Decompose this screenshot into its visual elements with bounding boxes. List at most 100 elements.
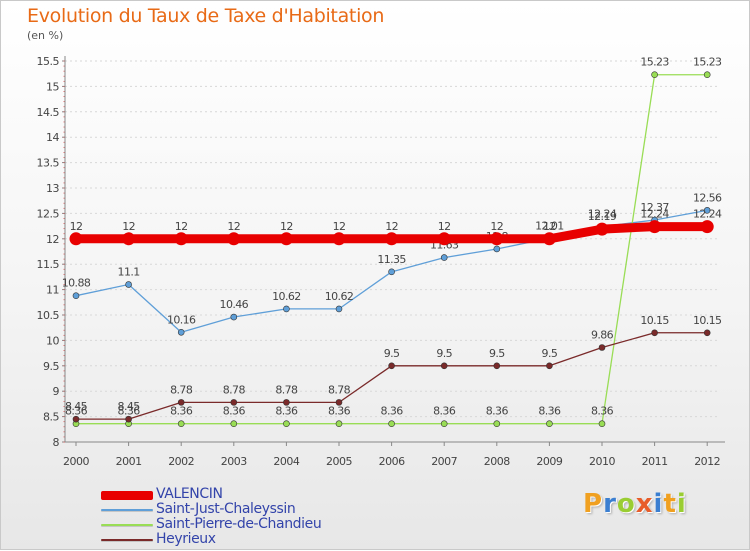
x-tick-label: 2006 <box>379 455 405 468</box>
data-point <box>595 222 609 236</box>
data-label: 12.56 <box>693 191 722 204</box>
data-label: 10.46 <box>220 298 249 311</box>
data-point <box>703 207 711 214</box>
data-point <box>546 362 553 370</box>
data-point <box>490 232 504 246</box>
logo-letter: r <box>603 489 617 519</box>
legend-swatch <box>101 509 153 511</box>
data-label: 12 <box>543 220 556 233</box>
series-saint-pierre-de-chandieu: 8.36 8.36 8.36 8.36 8.36 8.36 8.36 8.36 8.36 8.36… <box>65 56 723 428</box>
logo-letter: o <box>616 489 636 519</box>
data-point <box>177 328 185 336</box>
data-point <box>388 268 395 276</box>
data-label: 11.35 <box>377 253 406 266</box>
y-tick-label: 9.5 <box>43 360 59 373</box>
x-tick-label: 2012 <box>694 455 720 468</box>
y-tick-label: 8.5 <box>43 411 59 424</box>
logo-letter: x <box>635 489 654 519</box>
chart-title: Evolution du Taux de Taxe d'Habitation <box>27 5 385 27</box>
data-point <box>440 362 448 370</box>
legend-swatch <box>101 539 153 541</box>
data-label: 12.01 <box>535 219 564 232</box>
data-label: 12.24 <box>693 208 722 221</box>
data-label: 12.24 <box>588 208 617 221</box>
x-tick-label: 2010 <box>589 455 615 468</box>
series-line <box>75 74 708 425</box>
data-label: 9.86 <box>591 329 614 342</box>
data-point <box>703 329 711 337</box>
data-label: 12 <box>122 220 135 233</box>
data-point <box>174 232 188 246</box>
data-label: 12.19 <box>588 210 617 223</box>
data-point <box>648 220 662 234</box>
data-point <box>493 420 501 428</box>
data-point <box>388 362 395 370</box>
x-tick-label: 2004 <box>273 455 299 468</box>
data-point <box>335 399 343 406</box>
proxiti-logo: Proxiti <box>583 489 687 519</box>
y-tick-label: 13 <box>46 182 59 195</box>
data-point <box>69 232 83 246</box>
x-tick-label: 2005 <box>326 455 352 468</box>
data-label: 8.36 <box>328 405 351 418</box>
data-point <box>598 344 606 351</box>
x-tick-label: 2011 <box>642 455 668 468</box>
data-label: 10.15 <box>640 314 669 327</box>
data-point <box>283 305 290 313</box>
data-label: 8.36 <box>118 405 141 418</box>
data-label: 8.36 <box>170 405 193 418</box>
y-tick-label: 14 <box>46 131 59 144</box>
x-tick-label: 2007 <box>431 455 457 468</box>
data-point <box>177 420 185 428</box>
x-tick-label: 2001 <box>116 455 142 468</box>
data-label: 12.24 <box>640 208 669 221</box>
data-point <box>598 420 606 428</box>
data-point <box>703 71 711 79</box>
data-point <box>700 220 714 234</box>
legend-label: Saint-Just-Chaleyssin <box>156 501 296 517</box>
data-point <box>125 415 132 423</box>
data-label: 12 <box>70 220 83 233</box>
x-tick-label: 2003 <box>221 455 247 468</box>
x-tick-label: 2009 <box>536 455 562 468</box>
data-label: 8.36 <box>223 405 246 418</box>
x-tick-label: 2002 <box>168 455 194 468</box>
data-label: 8.78 <box>170 383 193 396</box>
data-point <box>440 254 448 261</box>
y-tick-label: 10 <box>46 334 59 347</box>
data-point <box>335 420 343 428</box>
legend-label: Saint-Pierre-de-Chandieu <box>156 516 322 532</box>
y-tick-label: 14.5 <box>37 106 60 119</box>
data-label: 10.16 <box>167 313 196 326</box>
data-point <box>385 232 399 246</box>
data-label: 10.15 <box>693 314 722 327</box>
data-label: 8.78 <box>223 383 246 396</box>
data-label: 9.5 <box>489 347 505 360</box>
x-tick-label: 2000 <box>63 455 89 468</box>
data-point <box>388 420 395 428</box>
data-label: 10.88 <box>62 277 91 290</box>
y-tick-label: 8 <box>53 436 60 449</box>
data-label: 8.36 <box>486 405 509 418</box>
data-label: 12 <box>280 220 293 233</box>
data-label: 9.5 <box>384 347 400 360</box>
data-label: 8.36 <box>538 405 561 418</box>
y-tick-label: 11 <box>46 284 59 297</box>
data-label: 8.36 <box>433 405 456 418</box>
data-label: 10.62 <box>325 290 354 303</box>
data-point <box>72 292 80 299</box>
data-label: 8.45 <box>118 400 141 413</box>
data-label: 8.45 <box>65 400 88 413</box>
legend-label: VALENCIN <box>156 486 223 502</box>
data-point <box>230 399 238 406</box>
data-label: 12.37 <box>640 201 669 214</box>
data-label: 12 <box>227 220 240 233</box>
data-point <box>651 71 658 79</box>
logo-letter: t <box>663 489 677 519</box>
data-point <box>493 245 501 253</box>
data-label: 12 <box>490 220 503 233</box>
series-saint-just-chaleyssin: 10.8811.110.1610.4610.6210.6211.3511.631… <box>62 191 723 336</box>
